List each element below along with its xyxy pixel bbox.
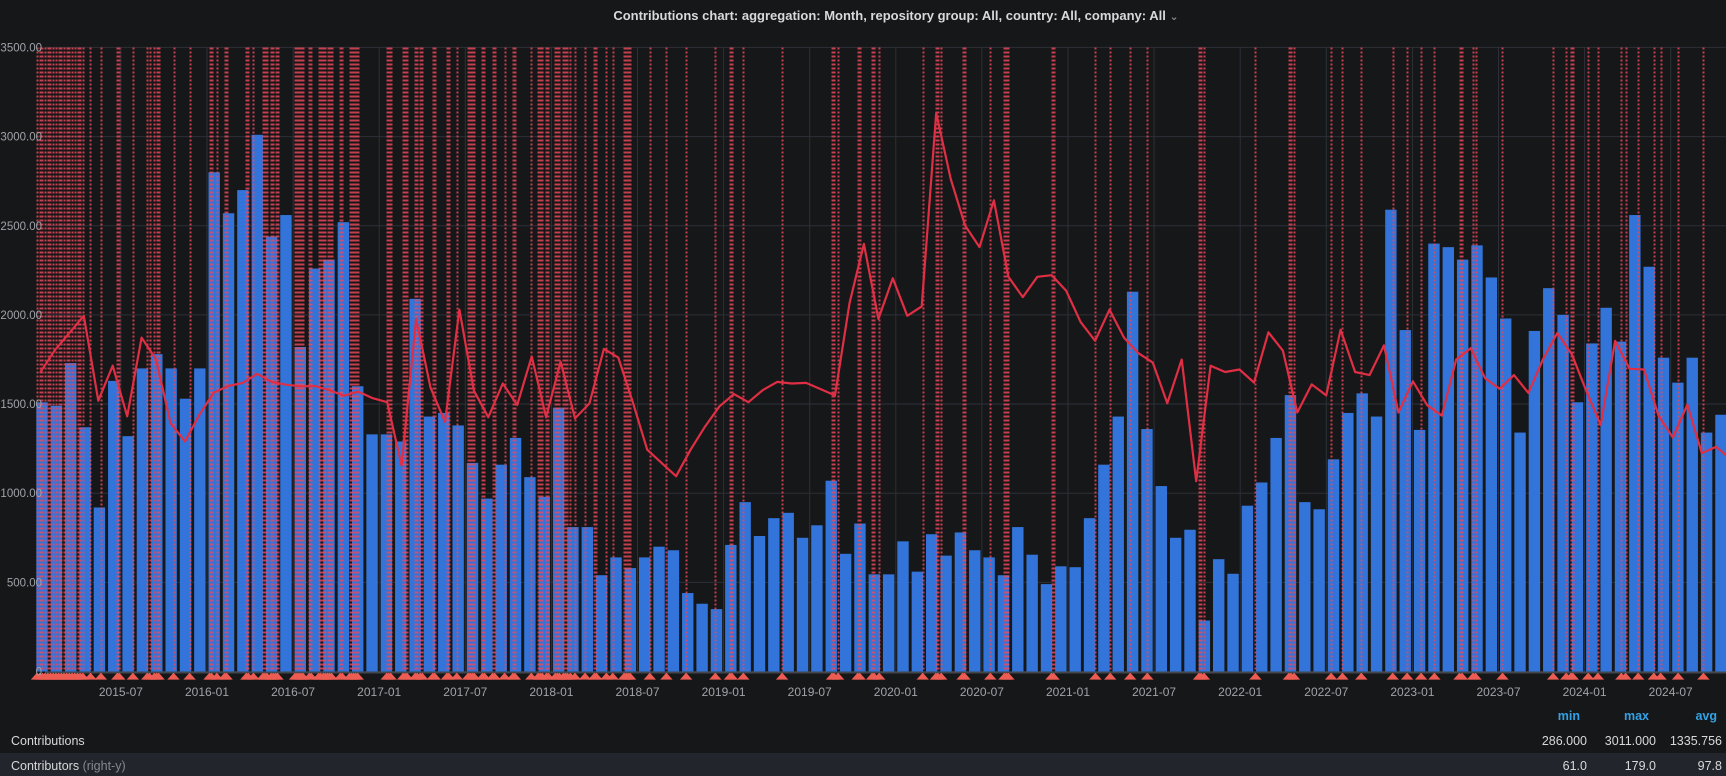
svg-text:0: 0 [36, 667, 42, 679]
svg-text:3011.000: 3011.000 [1605, 734, 1656, 748]
svg-text:179.0: 179.0 [1625, 759, 1656, 773]
svg-text:2018-07: 2018-07 [615, 685, 659, 699]
svg-text:min: min [1558, 709, 1580, 723]
svg-text:2024-07: 2024-07 [1649, 685, 1693, 699]
svg-text:Contributions: Contributions [11, 734, 85, 748]
svg-text:1500.00: 1500.00 [0, 399, 42, 411]
svg-text:2015-07: 2015-07 [99, 685, 143, 699]
svg-text:2024-01: 2024-01 [1563, 685, 1607, 699]
svg-text:2020-01: 2020-01 [874, 685, 918, 699]
svg-text:97.8: 97.8 [1698, 759, 1722, 773]
svg-text:2022-01: 2022-01 [1218, 685, 1262, 699]
svg-text:Contributors (right-y): Contributors (right-y) [11, 759, 126, 773]
svg-text:2016-01: 2016-01 [185, 685, 229, 699]
svg-text:2021-07: 2021-07 [1132, 685, 1176, 699]
svg-text:61.0: 61.0 [1563, 759, 1587, 773]
svg-text:3000.00: 3000.00 [0, 132, 42, 144]
svg-text:3500.00: 3500.00 [0, 42, 42, 54]
svg-text:2016-07: 2016-07 [271, 685, 315, 699]
svg-text:2000.00: 2000.00 [0, 310, 42, 322]
svg-text:2019-01: 2019-01 [702, 685, 746, 699]
svg-text:max: max [1624, 709, 1649, 723]
svg-text:2017-07: 2017-07 [443, 685, 487, 699]
svg-text:2023-07: 2023-07 [1476, 685, 1520, 699]
svg-text:286.000: 286.000 [1542, 734, 1587, 748]
svg-text:2500.00: 2500.00 [0, 221, 42, 233]
svg-text:500.00: 500.00 [7, 577, 42, 589]
svg-text:avg: avg [1695, 709, 1717, 723]
svg-text:2017-01: 2017-01 [357, 685, 401, 699]
svg-text:2019-07: 2019-07 [788, 685, 832, 699]
svg-text:2021-01: 2021-01 [1046, 685, 1090, 699]
svg-text:Contributions chart: aggregati: Contributions chart: aggregation: Month,… [613, 8, 1178, 23]
svg-text:2022-07: 2022-07 [1304, 685, 1348, 699]
svg-text:2023-01: 2023-01 [1390, 685, 1434, 699]
svg-text:1000.00: 1000.00 [0, 488, 42, 500]
svg-text:2020-07: 2020-07 [960, 685, 1004, 699]
svg-text:1335.756: 1335.756 [1670, 734, 1722, 748]
svg-text:2018-01: 2018-01 [529, 685, 573, 699]
